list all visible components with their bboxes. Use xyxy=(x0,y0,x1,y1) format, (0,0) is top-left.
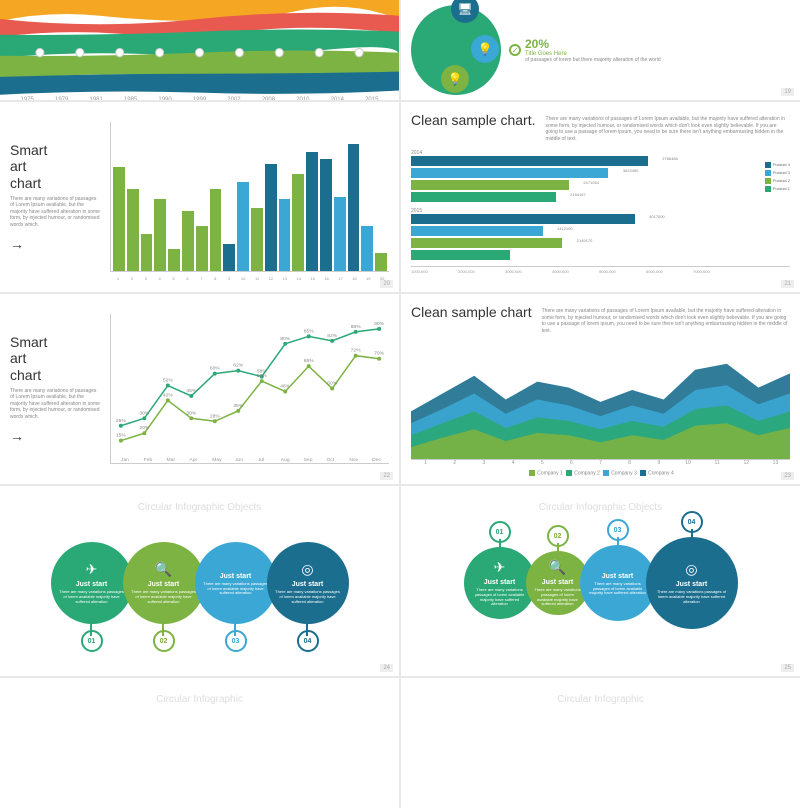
page-number: 24 xyxy=(380,664,393,672)
stat-desc: of passages of lorem but there majority … xyxy=(525,57,661,63)
hbar-groups: 2014278648636234902471054215416720154017… xyxy=(411,150,790,260)
chart-desc: There are many variations of passages of… xyxy=(10,388,100,421)
svg-text:72%: 72% xyxy=(351,348,362,354)
chart-title: Smartartchart xyxy=(10,334,100,384)
page-number: 22 xyxy=(380,472,393,480)
big-circle: 🖥💡💡 xyxy=(411,5,501,95)
svg-text:28%: 28% xyxy=(210,413,221,419)
check-icon: ✓ xyxy=(509,44,521,56)
page-number: 25 xyxy=(781,664,794,672)
percentage: 20% xyxy=(525,37,661,51)
slide-clean-hbar: Clean sample chart. There are many varia… xyxy=(401,102,800,292)
svg-text:60%: 60% xyxy=(210,366,221,372)
svg-text:Mar: Mar xyxy=(167,457,176,463)
svg-text:45%: 45% xyxy=(186,388,197,394)
svg-text:15%: 15% xyxy=(116,433,127,439)
svg-text:Aug: Aug xyxy=(281,457,290,463)
svg-text:Sep: Sep xyxy=(304,457,313,463)
title-block: Smartartchart There are many variations … xyxy=(10,334,100,445)
slide-circles-2: Circular Infographic Objects ✈Just start… xyxy=(401,486,800,676)
chart-desc: There are many variations of passages of… xyxy=(542,308,790,334)
svg-text:Jan: Jan xyxy=(121,457,129,463)
slide-area-waves: 1975197919811985199019992002200820102014… xyxy=(0,0,399,100)
svg-text:Apr: Apr xyxy=(189,457,197,463)
svg-text:35%: 35% xyxy=(233,403,244,409)
slide-cropped-2: Circular Infographic xyxy=(401,678,800,808)
svg-text:50%: 50% xyxy=(327,381,338,387)
svg-text:48%: 48% xyxy=(280,384,291,390)
svg-text:85%: 85% xyxy=(304,328,315,334)
waves-chart xyxy=(0,0,399,95)
x-axis: 12345678910111213 xyxy=(411,460,790,466)
arrow-icon: → xyxy=(10,428,100,444)
svg-text:80%: 80% xyxy=(280,336,291,342)
x-axis-years: 1975197919811985199019992002200820102014… xyxy=(0,95,399,100)
chart-desc: There are many variations of passages of… xyxy=(546,116,790,142)
faded-title: Circular Infographic Objects xyxy=(10,496,389,513)
svg-text:52%: 52% xyxy=(163,378,174,384)
svg-text:30%: 30% xyxy=(186,410,197,416)
svg-text:25%: 25% xyxy=(116,418,127,424)
svg-text:Dec: Dec xyxy=(372,457,381,463)
page-number: 23 xyxy=(781,472,794,480)
page-number: 20 xyxy=(380,280,393,288)
slide-smart-bar: Smartartchart There are many variations … xyxy=(0,102,399,292)
svg-text:70%: 70% xyxy=(374,351,385,357)
svg-text:88%: 88% xyxy=(351,324,362,330)
slide-circles-1: Circular Infographic Objects ✈Just start… xyxy=(0,486,399,676)
svg-text:90%: 90% xyxy=(374,321,385,327)
chart-desc: There are many variations of passages of… xyxy=(10,196,100,229)
slide-circle-stat: 🖥💡💡 ✓ 20% Title Goes Here of passages of… xyxy=(401,0,800,100)
svg-text:30%: 30% xyxy=(139,410,150,416)
svg-text:Nov: Nov xyxy=(349,457,358,463)
circle-row: ✈Just startThere are many variations pas… xyxy=(411,513,790,653)
svg-text:62%: 62% xyxy=(233,363,244,369)
chart-title: Clean sample chart. xyxy=(411,112,536,129)
svg-text:Jul: Jul xyxy=(258,457,264,463)
arrow-icon: → xyxy=(10,236,100,252)
svg-text:55%: 55% xyxy=(257,373,268,379)
chart-title: Clean sample chart xyxy=(411,304,532,321)
slide-smart-line: Smartartchart There are many variations … xyxy=(0,294,399,484)
svg-text:Jun: Jun xyxy=(235,457,243,463)
line-chart: 25%30%52%45%60%62%58%80%85%82%88%90%15%2… xyxy=(110,314,389,464)
chart-title: Smartartchart xyxy=(10,142,100,192)
circle-row: ✈Just startThere are many variations pas… xyxy=(10,513,389,653)
area-chart xyxy=(411,340,790,460)
slide-cropped-1: Circular Infographic xyxy=(0,678,399,808)
slide-clean-area: Clean sample chart There are many variat… xyxy=(401,294,800,484)
faded-title: Circular Infographic xyxy=(10,688,389,705)
faded-title: Circular Infographic xyxy=(411,688,790,705)
faded-title: Circular Infographic Objects xyxy=(411,496,790,513)
svg-text:42%: 42% xyxy=(163,392,174,398)
svg-text:Feb: Feb xyxy=(144,457,153,463)
svg-text:20%: 20% xyxy=(139,425,150,431)
svg-text:65%: 65% xyxy=(304,358,315,364)
page-number: 19 xyxy=(781,88,794,96)
legend: Product 4Product 3Product 2Product 1 xyxy=(765,162,790,194)
svg-text:82%: 82% xyxy=(327,333,338,339)
svg-text:Oct: Oct xyxy=(326,457,334,463)
bar-chart: 1234567891011121314151617181920 xyxy=(110,122,389,272)
page-number: 21 xyxy=(781,280,794,288)
title-block: Smartartchart There are many variations … xyxy=(10,142,100,253)
x-axis: 1000,0002000,0003000,0004000,0005000,000… xyxy=(411,266,790,274)
stat-info: ✓ 20% Title Goes Here of passages of lor… xyxy=(509,37,790,63)
svg-text:May: May xyxy=(212,457,222,463)
legend: Company 1 Company 2 Company 3 Company 4 xyxy=(411,470,790,476)
